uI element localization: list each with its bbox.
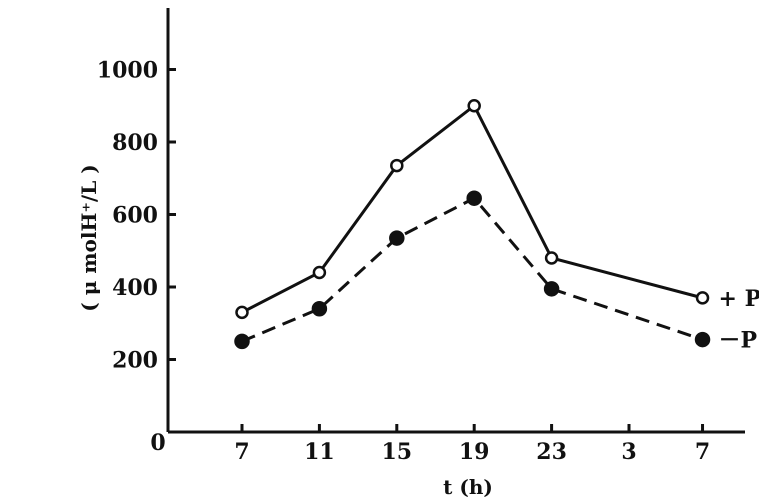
x-tick-label: 3 [621,439,636,465]
x-tick-label: 7 [234,439,249,465]
data-point [543,281,560,297]
x-tick-label: 11 [304,439,335,465]
data-point [390,158,404,173]
data-point [235,305,249,320]
data-point [312,265,327,280]
y-tick-label: 1000 [97,58,158,84]
data-point [467,99,481,113]
y-tick-label: 200 [112,348,158,374]
series-label: －P [719,328,758,354]
data-point [311,301,328,317]
data-point [544,251,559,265]
x-tick-label: 15 [381,439,412,465]
y-ticks: 200 400 600 800 1000 [97,58,176,374]
series-label: + P [719,286,759,312]
series-layer: + P －P [234,99,759,354]
x-axis-label: t (h) [443,475,493,497]
x-tick-label: 19 [459,439,490,465]
y-tick-label: 800 [112,130,158,156]
data-point [695,291,710,305]
data-point [234,333,250,350]
data-point [389,230,405,246]
data-point [694,331,711,348]
series-1: －P [234,190,758,354]
x-tick-label: 23 [536,439,567,465]
series-0: + P [235,99,759,320]
series-line [241,103,703,314]
x-tick-label: 7 [695,439,710,465]
y-tick-label: 400 [112,275,158,301]
x-ticks: 7 11 15 19 23 3 7 [234,424,710,465]
series-line [241,196,704,343]
axes [166,8,745,434]
y-axis-label: ( μ molH⁺/L ) [77,164,101,311]
data-point [466,190,482,206]
origin-label: 0 [150,430,165,456]
y-tick-label: 600 [112,203,158,229]
